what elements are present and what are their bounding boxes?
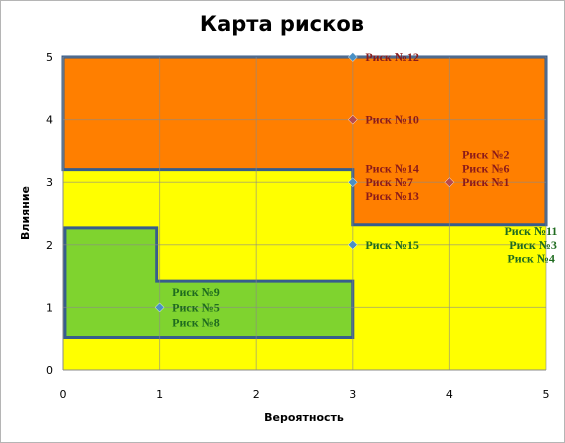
risk-label: Риск №3: [509, 238, 557, 252]
y-tick-label: 5: [46, 51, 53, 64]
y-tick-label: 1: [46, 301, 53, 314]
y-tick-label: 4: [46, 114, 53, 127]
risk-label: Риск №13: [365, 189, 419, 203]
risk-label: Риск №8: [172, 315, 220, 329]
risk-label: Риск №7: [365, 175, 413, 189]
y-axis-label: Влияние: [19, 186, 32, 240]
risk-label: Риск №10: [365, 113, 419, 127]
risk-label: Риск №4: [507, 252, 555, 266]
x-tick-label: 1: [156, 388, 163, 401]
risk-label: Риск №9: [172, 285, 220, 299]
x-tick-label: 5: [543, 388, 550, 401]
chart-title: Карта рисков: [200, 12, 364, 36]
x-tick-label: 0: [60, 388, 67, 401]
risk-point-marker: [154, 302, 165, 313]
risk-label: Риск №14: [365, 161, 419, 175]
risk-label: Риск №6: [462, 161, 510, 175]
risk-point-marker: [444, 177, 455, 188]
risk-label: Риск №1: [462, 175, 510, 189]
y-tick-label: 3: [46, 176, 53, 189]
x-tick-label: 2: [253, 388, 260, 401]
risk-point-marker: [347, 52, 358, 62]
risk-label: Риск №2: [462, 148, 510, 162]
x-tick-label: 3: [349, 388, 356, 401]
y-tick-label: 2: [46, 239, 53, 252]
x-axis-label: Вероятность: [264, 411, 344, 424]
risk-label: Риск №12: [365, 50, 419, 64]
risk-label: Риск №5: [172, 300, 220, 314]
risk-label: Риск №15: [365, 238, 419, 252]
risk-point-marker: [347, 239, 358, 250]
y-tick-label: 0: [46, 364, 53, 377]
risk-label: Риск №11: [504, 224, 557, 238]
x-tick-label: 4: [446, 388, 453, 401]
risk-point-marker: [347, 114, 358, 125]
risk-point-marker: [347, 177, 358, 188]
